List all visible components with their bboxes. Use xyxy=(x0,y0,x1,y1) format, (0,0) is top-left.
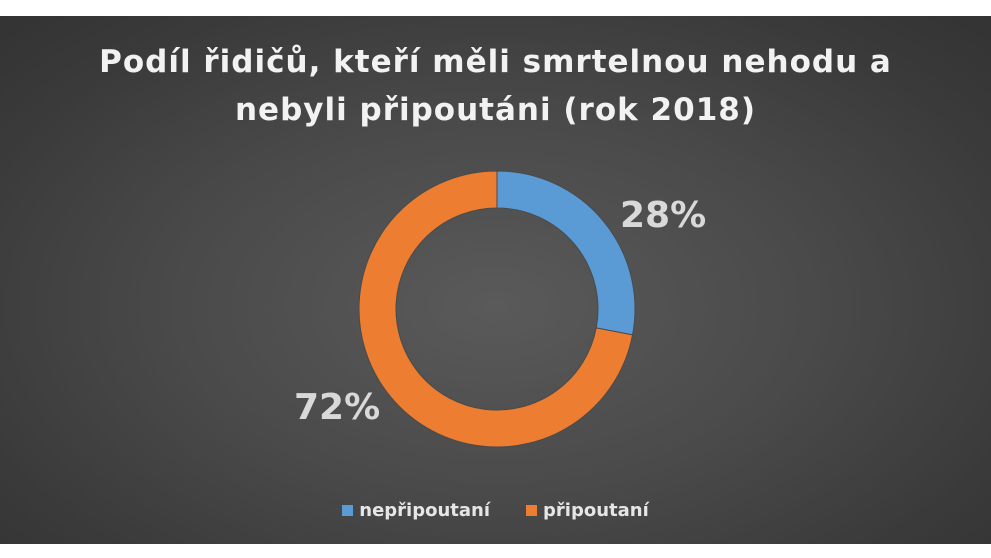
legend-swatch-blue xyxy=(342,505,354,516)
slice-nepripoutani xyxy=(496,170,636,336)
legend-item-pripoutani: připoutaní xyxy=(526,500,649,521)
chart-area: Podíl řidičů, kteří měli smrtelnou nehod… xyxy=(0,16,991,544)
legend-swatch-orange xyxy=(526,505,538,516)
donut-chart xyxy=(358,170,636,448)
data-label-pripoutani: 72% xyxy=(294,387,381,428)
slice-pripoutani xyxy=(358,170,634,448)
chart-title: Podíl řidičů, kteří měli smrtelnou nehod… xyxy=(99,44,892,128)
legend: nepřipoutaní připoutaní xyxy=(0,500,991,521)
data-label-nepripoutani: 28% xyxy=(620,195,707,236)
legend-label: připoutaní xyxy=(543,500,649,521)
legend-item-nepripoutani: nepřipoutaní xyxy=(342,500,490,521)
legend-label: nepřipoutaní xyxy=(359,500,491,521)
